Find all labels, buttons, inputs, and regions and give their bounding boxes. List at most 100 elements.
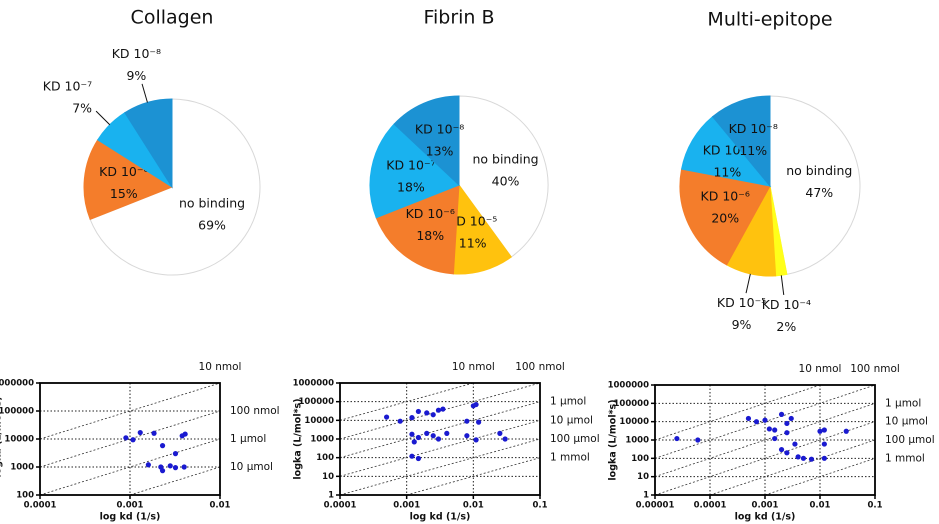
y-tick-label: 10 (322, 472, 334, 482)
slice-label: no binding (179, 196, 245, 211)
data-point (159, 468, 166, 474)
y-axis-label: logka (L/mol*s) (0, 396, 4, 477)
pie-slice (375, 184, 460, 275)
pie-slice (458, 95, 549, 258)
iso-kd-label: 100 nmol (230, 405, 280, 417)
x-axis-label: log kd (1/s) (100, 512, 161, 523)
chart-title: Multi-epitope (707, 9, 832, 31)
data-point (415, 455, 422, 462)
data-point (409, 453, 415, 459)
data-point (821, 427, 827, 433)
y-tick-label: 100 (631, 454, 649, 464)
data-point (674, 435, 680, 442)
slice-label: KD 10⁻⁸ (729, 121, 778, 136)
iso-kd-label: 10 nmol (199, 361, 242, 373)
data-point (778, 411, 785, 417)
data-point (464, 433, 470, 439)
data-point (778, 446, 785, 453)
iso-kd-line (340, 419, 540, 477)
slice-value: 15% (110, 186, 138, 201)
data-point (415, 408, 422, 415)
iso-kd-line (764, 457, 875, 495)
data-point (792, 441, 798, 447)
slice-label: KD 10⁻⁵ (448, 214, 497, 229)
data-point (145, 462, 151, 468)
data-point (130, 437, 136, 443)
slice-value: 40% (492, 173, 520, 188)
slice-value: 9% (126, 68, 146, 83)
data-point (843, 428, 849, 434)
data-point (784, 450, 790, 456)
data-point (766, 426, 772, 432)
slice-value: 18% (397, 179, 425, 194)
iso-kd-label: 1 mmol (550, 452, 590, 464)
pie-slice (369, 123, 460, 219)
data-point (784, 430, 790, 436)
data-point (172, 451, 179, 457)
data-point (440, 406, 446, 412)
data-point (409, 415, 415, 421)
iso-kd-line (129, 466, 220, 495)
y-tick-label: 1000000 (293, 379, 334, 389)
x-tick-label: 0.1 (532, 501, 547, 511)
data-point (476, 419, 482, 425)
pie-slice (711, 95, 771, 188)
slice-value: 11% (739, 143, 767, 158)
y-tick-label: 100000 (614, 399, 650, 409)
y-tick-label: 1000 (10, 463, 34, 473)
chart-title: Fibrin B (423, 7, 494, 29)
slice-label: KD 10⁻⁶ (406, 206, 455, 221)
slice-label: KD 10⁻⁴ (762, 297, 811, 312)
y-tick-label: 100 (316, 453, 334, 463)
iso-kd-line (340, 383, 474, 421)
y-tick-label: 1000000 (0, 379, 34, 389)
data-point (444, 430, 450, 436)
data-point (123, 435, 129, 441)
slice-label: KD 10⁻⁶ (701, 189, 750, 204)
data-point (151, 430, 157, 436)
iso-kd-label: 1 µmol (885, 397, 921, 409)
plot-frame (654, 384, 876, 496)
y-tick-label: 1 (328, 491, 334, 501)
iso-kd-label: 100 nmol (515, 361, 565, 373)
iso-kd-label: 100 µmol (550, 433, 600, 445)
x-tick-label: 0.0001 (324, 501, 357, 511)
slice-value: 7% (72, 100, 92, 115)
pie-slice (769, 95, 861, 275)
x-axis-label: log kd (1/s) (410, 512, 471, 523)
x-tick-label: 0.001 (393, 501, 420, 511)
data-point (753, 419, 760, 425)
data-point (435, 436, 442, 442)
data-point (411, 439, 417, 445)
x-tick-label: 0.0001 (694, 501, 727, 511)
iso-kd-label: 10 µmol (550, 414, 593, 426)
iso-kd-line (340, 383, 540, 440)
slice-label: KD 10⁻⁵ (717, 295, 766, 310)
chart-title: Collagen (131, 7, 214, 29)
x-tick-label: 0.01 (463, 501, 484, 511)
data-point (821, 455, 827, 461)
y-axis-label: logka (L/mol*s) (608, 399, 619, 480)
pie-slice (124, 98, 173, 189)
y-tick-label: 100000 (299, 397, 335, 407)
plot-frame (339, 382, 541, 496)
data-point (821, 441, 827, 447)
y-axis-label: logka (L/mol*s) (293, 398, 304, 479)
data-point (181, 464, 187, 470)
pie-slice (83, 139, 174, 221)
data-point (464, 418, 470, 424)
data-point (383, 414, 390, 420)
slice-label: no binding (786, 163, 852, 178)
iso-kd-line (340, 438, 540, 495)
iso-kd-label: 1 mmol (885, 452, 925, 464)
data-point (415, 434, 422, 441)
iso-kd-line (40, 438, 220, 495)
data-point (159, 443, 166, 449)
iso-kd-label: 10 µmol (885, 416, 928, 428)
data-point (817, 428, 823, 434)
data-point (424, 430, 430, 436)
x-tick-label: 0.0001 (24, 501, 57, 511)
slice-value: 11% (459, 236, 487, 251)
data-point (772, 427, 778, 433)
